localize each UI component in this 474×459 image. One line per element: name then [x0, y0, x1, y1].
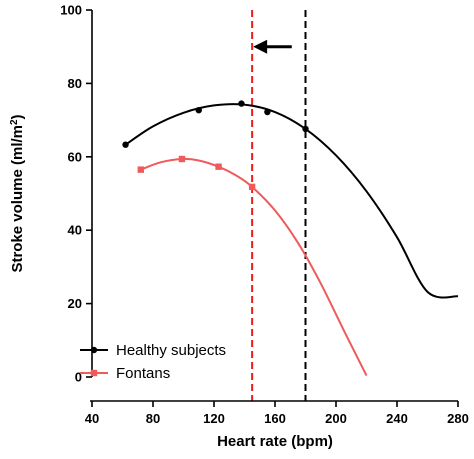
axes: 0 20 40 60 80 100 40 80 120 160 200 240 280	[60, 3, 469, 427]
annotation-arrow-head	[253, 39, 268, 54]
data-point-s0-1	[195, 106, 202, 114]
legend: Healthy subjects Fontans	[80, 342, 226, 382]
data-point-s0-2	[238, 100, 245, 107]
legend-marker-healthy	[90, 346, 98, 354]
legend-label-healthy: Healthy subjects	[116, 342, 226, 359]
data-point-s1-2	[215, 163, 222, 170]
y-tick-label-20: 20	[68, 296, 82, 311]
x-tick-label-80: 80	[146, 411, 160, 426]
data-point-s1-0	[137, 166, 144, 173]
y-axis-title-superscript: 2	[9, 119, 20, 125]
x-tick-label-40: 40	[85, 411, 99, 426]
data-point-s1-1	[178, 155, 186, 163]
y-axis-title-main: Stroke volume (ml/m	[9, 125, 26, 273]
x-tick-label-160: 160	[264, 411, 286, 426]
x-tick-label-240: 240	[386, 411, 408, 426]
data-point-s0-3	[264, 108, 271, 116]
data-point-s0-0	[122, 141, 129, 148]
plot-area	[122, 10, 459, 401]
y-tick-label-40: 40	[68, 223, 82, 238]
y-tick-label-60: 60	[68, 149, 82, 164]
y-axis-title: Stroke volume (ml/m2)	[9, 114, 27, 272]
y-tick-label-100: 100	[60, 3, 82, 18]
x-tick-label-280: 280	[447, 411, 469, 426]
x-axis-title: Heart rate (bpm)	[217, 433, 333, 450]
y-tick-label-80: 80	[68, 76, 82, 91]
y-tick-label-0: 0	[75, 370, 82, 385]
legend-marker-fontans	[90, 369, 98, 377]
series-curve-0	[124, 103, 459, 299]
y-axis-title-close: )	[9, 114, 26, 119]
legend-label-fontans: Fontans	[116, 365, 170, 382]
x-tick-label-200: 200	[325, 411, 347, 426]
data-point-s0-4	[302, 125, 309, 133]
data-point-s1-3	[248, 183, 256, 191]
x-tick-label-120: 120	[203, 411, 225, 426]
